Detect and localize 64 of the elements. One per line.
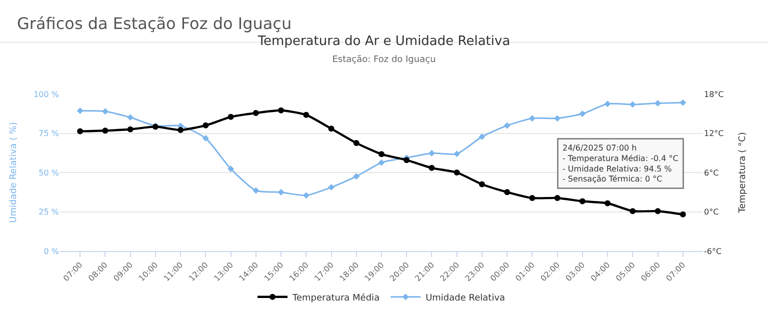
point	[579, 198, 586, 204]
point	[252, 110, 259, 116]
point	[102, 128, 108, 134]
point	[102, 108, 108, 115]
y2-tick-label: 0°C	[704, 208, 720, 217]
point	[353, 140, 360, 146]
y2-tick-label: 12°C	[704, 129, 724, 138]
point	[504, 189, 510, 196]
point	[428, 164, 435, 171]
point	[478, 133, 486, 140]
point	[654, 208, 661, 214]
point	[604, 200, 611, 206]
point	[228, 114, 234, 120]
point	[76, 108, 84, 114]
point	[228, 166, 234, 172]
chart-subtitle: Estação: Foz do Iguaçu	[332, 55, 436, 66]
point	[454, 170, 460, 176]
point	[127, 114, 134, 121]
point	[680, 211, 686, 218]
point	[302, 192, 310, 199]
point	[252, 187, 260, 194]
point	[202, 135, 209, 142]
y-tick-label: 0 %	[44, 246, 60, 256]
y-tick-label: 100 %	[34, 90, 60, 99]
point	[303, 112, 310, 118]
point	[454, 150, 460, 158]
point	[629, 101, 636, 108]
point	[554, 195, 560, 202]
point	[680, 99, 686, 106]
point	[328, 184, 335, 191]
y2-axis-title: Temperatura ( °C)	[738, 132, 748, 214]
legend-label: Temperatura Média	[292, 292, 380, 304]
y-tick-label: 25 %	[38, 208, 60, 217]
point	[202, 122, 209, 128]
y2-tick-label: 18°C	[704, 90, 724, 99]
point	[353, 173, 360, 180]
point	[654, 100, 662, 107]
point	[178, 126, 184, 133]
point	[554, 115, 561, 122]
y2-tick-label: -6°C	[704, 246, 722, 256]
y-axis-title: Umidade Relativa ( %)	[8, 122, 19, 223]
point	[428, 150, 435, 156]
point	[478, 181, 485, 188]
y2-tick-label: 6°C	[704, 168, 720, 178]
point	[328, 126, 334, 132]
point	[528, 115, 536, 122]
y-tick-label: 75 %	[38, 129, 60, 138]
point	[529, 195, 536, 202]
point	[378, 151, 384, 158]
point	[630, 208, 636, 214]
point	[504, 122, 510, 129]
point	[604, 100, 611, 108]
y-tick-label: 50 %	[38, 168, 60, 178]
legend-label: Umidade Relativa	[426, 293, 506, 304]
annotation: 24/6/2025 07:00 h - Temperatura Média: -0.4 °C - Umidade Relativa: 94.5 % - Sensação Térmica: 0 °C	[562, 144, 679, 184]
point	[378, 159, 385, 166]
point	[278, 189, 284, 196]
point	[127, 126, 134, 132]
point	[278, 107, 284, 114]
point	[404, 157, 410, 164]
point	[579, 110, 586, 118]
chart-title: Temperatura do Ar e Umidade Relativa	[256, 34, 510, 50]
point	[77, 128, 84, 134]
text: Gráficos da Estação Foz do Iguaçu	[17, 14, 292, 33]
